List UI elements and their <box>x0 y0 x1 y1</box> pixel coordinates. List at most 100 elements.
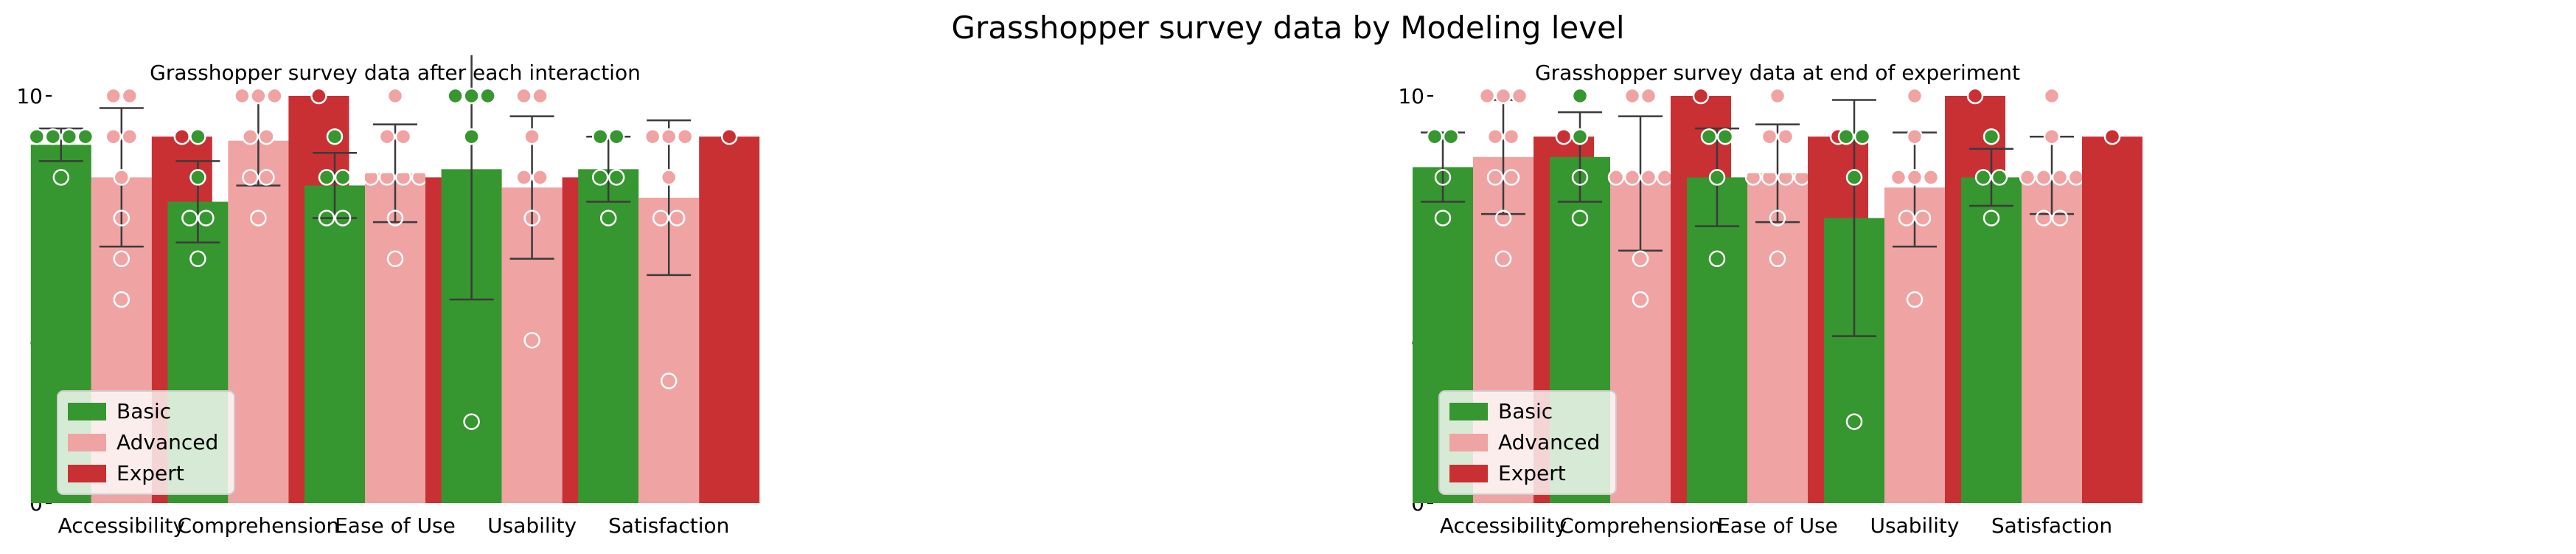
legend-label-advanced: Advanced <box>1498 430 1600 454</box>
bar-basic <box>578 169 639 504</box>
bar-basic <box>1687 177 1747 503</box>
data-point <box>463 128 480 145</box>
data-point <box>608 169 625 186</box>
data-point <box>676 128 694 145</box>
data-point <box>394 169 412 186</box>
data-point <box>652 210 669 226</box>
y-tick-label: 10 <box>1398 84 1424 108</box>
data-point <box>113 250 130 268</box>
data-point <box>258 169 275 186</box>
bar-expert <box>699 136 760 503</box>
legend-swatch-advanced <box>68 434 106 451</box>
x-tick-label: Ease of Use <box>335 513 456 538</box>
data-point <box>1571 128 1589 145</box>
data-point <box>242 169 259 186</box>
data-point <box>1640 87 1657 105</box>
data-point <box>1890 169 1907 186</box>
data-point <box>250 87 267 105</box>
x-tick-label: Comprehension <box>177 513 339 538</box>
data-point <box>532 169 549 186</box>
chart-panel-after-interaction: Grasshopper survey data after each inter… <box>16 55 760 538</box>
bar-advanced <box>365 173 425 503</box>
data-point <box>591 169 609 186</box>
data-point <box>1898 210 1915 226</box>
data-point <box>2019 169 2036 186</box>
data-point <box>1555 128 1573 145</box>
data-point <box>523 210 540 226</box>
data-point <box>660 373 678 389</box>
legend-label-expert: Expert <box>116 461 184 485</box>
data-point <box>60 128 78 145</box>
data-point <box>644 128 661 145</box>
data-point <box>1511 87 1528 105</box>
bar-basic <box>304 185 365 503</box>
legend-swatch-expert <box>1449 465 1488 482</box>
data-point <box>1906 291 1924 308</box>
data-point <box>599 210 617 226</box>
data-point <box>1744 169 1762 186</box>
bar-advanced <box>2022 177 2082 503</box>
data-point <box>113 291 130 308</box>
data-point <box>668 210 686 226</box>
legend-swatch-basic <box>1449 403 1488 420</box>
data-point <box>378 128 396 145</box>
data-point <box>28 128 46 145</box>
data-point <box>189 250 206 268</box>
data-point <box>1656 169 1674 186</box>
data-point <box>2043 87 2061 105</box>
data-point <box>394 128 412 145</box>
x-tick-label: Accessibility <box>1440 513 1567 538</box>
x-tick-label: Satisfaction <box>608 513 729 538</box>
data-point <box>1914 210 1932 226</box>
data-point <box>463 413 480 430</box>
data-point <box>52 169 70 186</box>
data-point <box>1494 210 1512 226</box>
data-point <box>2103 128 2121 145</box>
x-tick-label: Comprehension <box>1559 513 1722 538</box>
data-point <box>1503 128 1520 145</box>
data-point <box>173 128 191 145</box>
data-point <box>515 87 532 105</box>
subplot-title: Grasshopper survey data at end of experi… <box>1535 60 2020 85</box>
data-point <box>113 169 130 186</box>
data-point <box>2043 128 2061 145</box>
data-point <box>334 210 352 226</box>
data-point <box>1494 250 1512 268</box>
data-point <box>1906 169 1924 186</box>
legend-swatch-basic <box>68 403 106 420</box>
data-point <box>121 87 139 105</box>
data-point <box>2051 210 2069 226</box>
data-point <box>1922 169 1940 186</box>
data-point <box>326 128 344 145</box>
data-point <box>318 169 335 186</box>
data-point <box>1906 87 1924 105</box>
data-point <box>1632 250 1649 268</box>
data-point <box>1777 169 1795 186</box>
data-point <box>1974 169 1992 186</box>
data-point <box>1486 169 1504 186</box>
chart-panel-end-of-experiment: Grasshopper survey data at end of experi… <box>1398 60 2142 538</box>
data-point <box>1761 128 1778 145</box>
data-point <box>1777 128 1795 145</box>
x-tick-label: Accessibility <box>58 513 185 538</box>
data-point <box>720 128 738 145</box>
data-point <box>1571 87 1589 105</box>
data-point <box>242 128 259 145</box>
data-point <box>1966 87 1984 105</box>
data-point <box>266 87 283 105</box>
data-point <box>1708 250 1726 268</box>
data-point <box>2067 169 2085 186</box>
data-point <box>2051 169 2069 186</box>
x-tick-label: Usability <box>1870 513 1960 538</box>
data-point <box>234 87 251 105</box>
data-point <box>1692 87 1710 105</box>
data-point <box>1607 169 1625 186</box>
data-point <box>189 128 206 145</box>
data-point <box>77 128 94 145</box>
bar-advanced <box>228 140 289 503</box>
data-point <box>1845 169 1863 186</box>
data-point <box>334 169 352 186</box>
x-tick-label: Ease of Use <box>1717 513 1838 538</box>
data-point <box>660 169 678 186</box>
data-point <box>1426 128 1444 145</box>
